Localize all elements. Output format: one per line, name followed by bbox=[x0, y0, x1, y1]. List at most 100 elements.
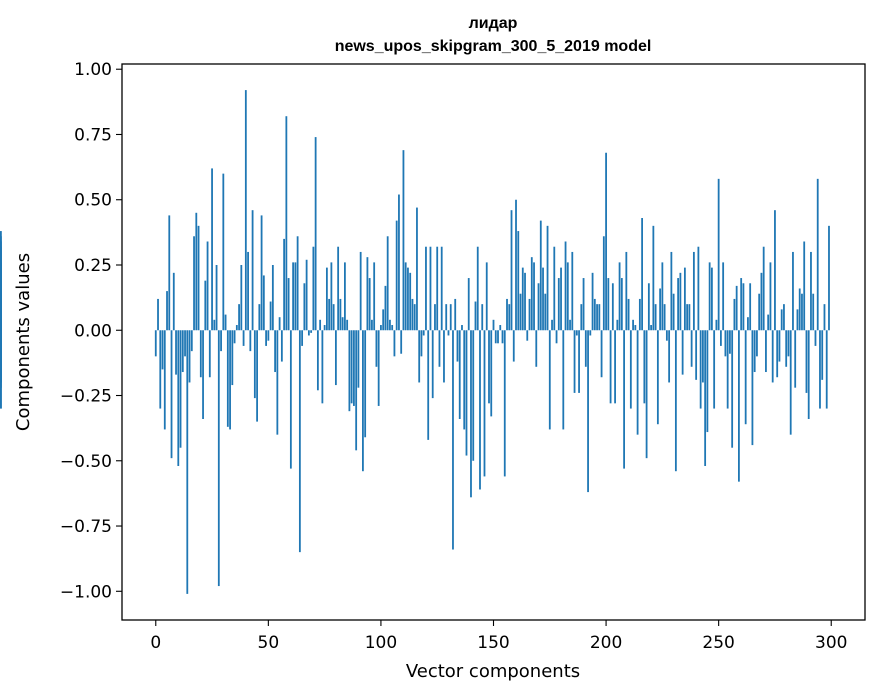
bar bbox=[287, 278, 290, 331]
x-tick-label: 250 bbox=[702, 633, 734, 653]
bar bbox=[422, 330, 425, 336]
bar bbox=[204, 280, 207, 331]
bar bbox=[677, 278, 680, 331]
bar bbox=[528, 298, 531, 331]
bar bbox=[202, 330, 204, 419]
bar bbox=[253, 330, 256, 399]
bar bbox=[582, 278, 585, 331]
bar bbox=[443, 330, 445, 383]
bar bbox=[663, 304, 666, 331]
y-tick-label: 0.50 bbox=[74, 191, 112, 211]
bar bbox=[807, 330, 810, 419]
bar bbox=[656, 330, 659, 425]
bar bbox=[492, 319, 495, 331]
bar bbox=[190, 330, 193, 352]
bar bbox=[530, 257, 533, 331]
bar bbox=[465, 330, 468, 456]
bar bbox=[425, 246, 427, 331]
bar bbox=[611, 283, 614, 331]
bar bbox=[271, 265, 274, 331]
bar bbox=[244, 90, 247, 331]
bar bbox=[479, 330, 481, 490]
bar bbox=[474, 301, 477, 331]
bar bbox=[438, 330, 441, 367]
chart-title: лидар bbox=[469, 15, 518, 32]
bar bbox=[242, 330, 245, 346]
bar bbox=[560, 267, 562, 331]
bar bbox=[427, 330, 430, 440]
bar bbox=[508, 304, 511, 331]
bar bbox=[470, 330, 472, 498]
bar bbox=[643, 330, 646, 404]
x-axis-ticks: 0 50 100 150 200 250 300 bbox=[150, 620, 847, 653]
bar bbox=[794, 330, 797, 388]
bar bbox=[596, 304, 598, 331]
bar bbox=[346, 319, 349, 331]
x-tick-label: 300 bbox=[815, 633, 847, 653]
bar bbox=[238, 304, 240, 331]
bar bbox=[654, 304, 657, 331]
bar bbox=[686, 304, 689, 331]
bar bbox=[294, 262, 297, 331]
bar bbox=[816, 178, 819, 331]
bar bbox=[274, 330, 276, 373]
bar bbox=[503, 330, 506, 477]
bar bbox=[159, 330, 162, 409]
bar bbox=[208, 330, 211, 378]
bar bbox=[220, 330, 222, 352]
bar bbox=[510, 210, 513, 331]
bar bbox=[571, 251, 574, 331]
bar bbox=[177, 330, 180, 466]
bar bbox=[548, 330, 551, 430]
bar bbox=[431, 330, 434, 399]
bar bbox=[325, 267, 328, 331]
bar bbox=[240, 265, 243, 331]
bar bbox=[803, 241, 806, 331]
bar bbox=[332, 304, 335, 331]
bar bbox=[389, 319, 391, 331]
bar bbox=[697, 246, 700, 331]
bar bbox=[735, 285, 738, 331]
bar bbox=[778, 330, 781, 362]
bar bbox=[584, 330, 587, 367]
bar bbox=[375, 330, 378, 367]
bar bbox=[350, 330, 353, 404]
bar bbox=[715, 319, 718, 331]
bar bbox=[434, 304, 436, 331]
bar bbox=[747, 317, 749, 331]
bar bbox=[756, 330, 758, 357]
bar bbox=[776, 330, 779, 378]
bar bbox=[229, 330, 231, 430]
bar bbox=[440, 246, 443, 331]
bar bbox=[260, 215, 263, 331]
bar bbox=[251, 210, 254, 331]
bar bbox=[226, 330, 229, 427]
bar bbox=[407, 267, 409, 331]
bar bbox=[789, 330, 792, 435]
bar bbox=[713, 330, 716, 409]
y-tick-label: 0.00 bbox=[74, 321, 112, 341]
bar bbox=[810, 251, 812, 331]
bar bbox=[323, 325, 326, 331]
bar bbox=[785, 330, 788, 367]
bar bbox=[222, 173, 225, 331]
bar bbox=[758, 293, 761, 331]
bar bbox=[690, 330, 693, 367]
bar bbox=[249, 330, 252, 352]
bar bbox=[404, 262, 407, 331]
bar bbox=[792, 251, 794, 331]
bar bbox=[157, 298, 159, 331]
bar bbox=[724, 330, 727, 357]
bar bbox=[391, 325, 394, 331]
bar bbox=[280, 330, 283, 362]
bar bbox=[535, 330, 538, 367]
bar bbox=[607, 278, 610, 331]
bar bbox=[828, 225, 830, 331]
bar bbox=[524, 272, 526, 331]
bar bbox=[235, 325, 238, 331]
bar bbox=[668, 330, 671, 383]
bar bbox=[796, 309, 799, 331]
bar bbox=[629, 330, 632, 409]
bar bbox=[729, 330, 731, 354]
bar bbox=[738, 330, 740, 482]
